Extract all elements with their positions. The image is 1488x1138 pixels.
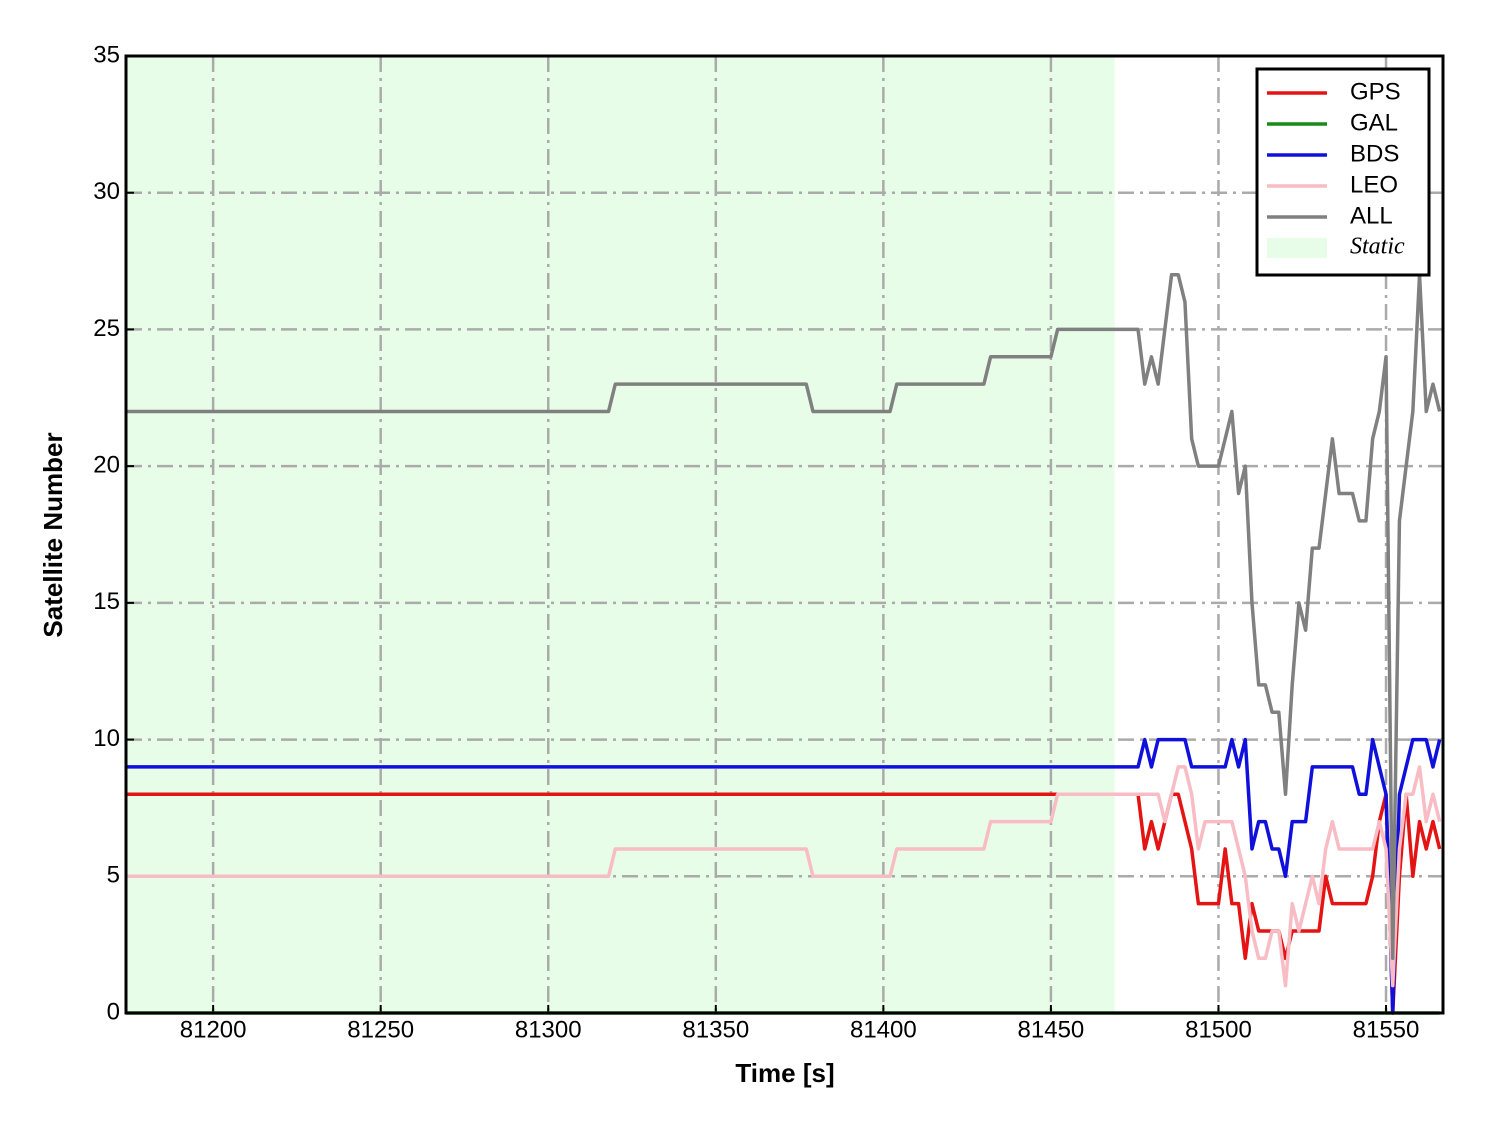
series-line <box>126 765 1442 988</box>
legend-label: BDS <box>1350 140 1399 167</box>
x-axis-label: Time [s] <box>735 1058 834 1088</box>
legend-label: GPS <box>1350 78 1401 105</box>
legend-swatch <box>1267 238 1327 258</box>
series-line <box>126 792 1442 1015</box>
y-tick-label: 5 <box>107 862 120 889</box>
y-tick-label: 30 <box>93 178 120 205</box>
static-region <box>126 56 1115 1013</box>
y-tick-label: 10 <box>93 725 120 752</box>
x-tick-label: 81300 <box>515 1016 582 1043</box>
legend-label: Static <box>1350 234 1405 260</box>
x-tick-label: 81550 <box>1353 1016 1420 1043</box>
plot-frame <box>124 54 1445 1015</box>
y-tick-label: 15 <box>93 588 120 615</box>
x-tick-label: 81500 <box>1185 1016 1252 1043</box>
legend-label: GAL <box>1350 109 1398 136</box>
x-tick-label: 81250 <box>347 1016 414 1043</box>
series-line <box>126 737 1442 1015</box>
y-axis-label: Satellite Number <box>38 432 68 637</box>
series-line <box>126 272 1442 961</box>
x-tick-label: 81450 <box>1018 1016 1085 1043</box>
y-tick-label: 35 <box>93 41 120 68</box>
x-tick-label: 81200 <box>180 1016 247 1043</box>
x-tick-label: 81400 <box>850 1016 917 1043</box>
legend-label: ALL <box>1350 202 1393 229</box>
y-tick-label: 20 <box>93 451 120 478</box>
y-tick-label: 0 <box>107 998 120 1025</box>
y-tick-label: 25 <box>93 315 120 342</box>
x-tick-label: 81350 <box>682 1016 749 1043</box>
legend-label: LEO <box>1350 171 1398 198</box>
